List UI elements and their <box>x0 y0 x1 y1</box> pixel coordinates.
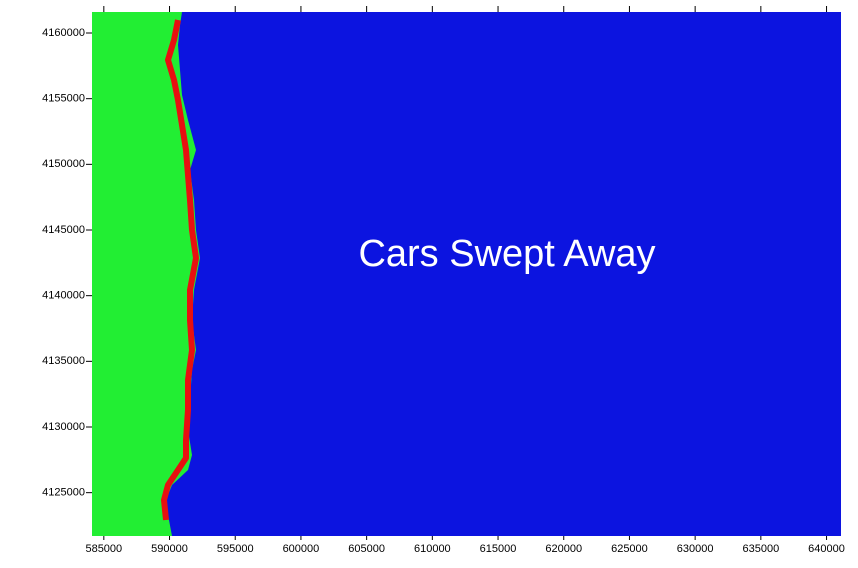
x-tick-label: 630000 <box>677 543 714 555</box>
inundation-zone <box>161 19 199 521</box>
x-tick-label: 625000 <box>611 543 648 555</box>
x-tick-label: 610000 <box>414 543 451 555</box>
x-tick-label: 605000 <box>348 543 385 555</box>
x-tick-label: 595000 <box>217 543 254 555</box>
y-tick-label: 4155000 <box>42 93 85 105</box>
annotation: Cars Swept Away <box>358 233 655 275</box>
x-tick-label: 590000 <box>151 543 188 555</box>
y-tick-label: 4125000 <box>42 487 85 499</box>
y-tick-label: 4160000 <box>42 27 85 39</box>
y-tick-label: 4140000 <box>42 290 85 302</box>
x-tick-label: 585000 <box>85 543 122 555</box>
y-tick-label: 4130000 <box>42 421 85 433</box>
x-tick-label: 620000 <box>545 543 582 555</box>
x-tick-label: 635000 <box>742 543 779 555</box>
x-tick-label: 615000 <box>480 543 517 555</box>
x-tick-label: 640000 <box>808 543 845 555</box>
x-tick-label: 600000 <box>283 543 320 555</box>
y-tick-label: 4145000 <box>42 224 85 236</box>
y-tick-label: 4150000 <box>42 158 85 170</box>
y-tick-label: 4135000 <box>42 355 85 367</box>
water <box>166 12 841 536</box>
